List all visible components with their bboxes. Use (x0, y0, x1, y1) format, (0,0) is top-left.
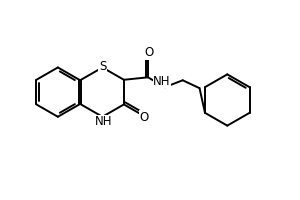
Text: O: O (140, 111, 149, 124)
Text: S: S (99, 60, 106, 73)
Text: O: O (144, 46, 154, 59)
Text: NH: NH (153, 75, 171, 88)
Text: NH: NH (95, 115, 112, 128)
